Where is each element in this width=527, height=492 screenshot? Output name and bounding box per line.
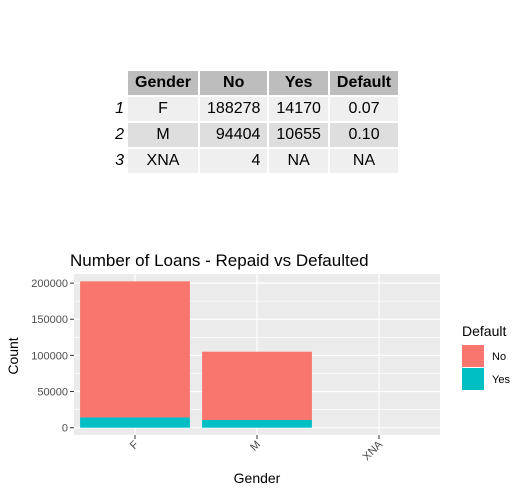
bar-no-f xyxy=(80,281,190,418)
cell-no: 188278 xyxy=(200,97,268,121)
legend: Default No Yes xyxy=(462,323,510,390)
cell-default: 0.07 xyxy=(329,97,399,121)
bar-yes-f xyxy=(80,417,190,428)
x-tick-label: F xyxy=(128,438,141,451)
cell-default: NA xyxy=(329,149,399,173)
bar-no-m xyxy=(202,351,312,420)
y-axis: 0 50000 100000 150000 200000 xyxy=(31,278,74,435)
cell-gender: M xyxy=(128,123,199,147)
cell-yes: 14170 xyxy=(269,97,328,121)
y-tick-label: 100000 xyxy=(31,350,68,362)
column-header-gender: Gender xyxy=(128,71,199,95)
summary-table: Gender No Yes Default 1 F 188278 14170 0… xyxy=(110,69,400,175)
row-name: 3 xyxy=(115,152,124,169)
bars xyxy=(80,281,434,428)
cell-no: 94404 xyxy=(200,123,268,147)
y-tick-label: 150000 xyxy=(31,314,68,326)
x-axis-label: Gender xyxy=(234,470,281,486)
cell-gender: XNA xyxy=(128,149,199,173)
table-row: 2 M 94404 10655 0.10 xyxy=(112,123,399,147)
table-header-row: Gender No Yes Default xyxy=(112,71,399,95)
y-tick-label: 200000 xyxy=(31,278,68,290)
legend-label-no: No xyxy=(492,351,506,363)
row-name: 1 xyxy=(115,100,124,117)
table-row: 1 F 188278 14170 0.07 xyxy=(112,97,399,121)
legend-title: Default xyxy=(462,323,506,339)
cell-yes: NA xyxy=(269,149,328,173)
column-header-default: Default xyxy=(329,71,399,95)
column-header-yes: Yes xyxy=(269,71,328,95)
row-name: 2 xyxy=(115,126,124,143)
legend-key-no xyxy=(462,345,484,367)
chart-title: Number of Loans - Repaid vs Defaulted xyxy=(70,251,369,270)
y-tick-label: 0 xyxy=(62,423,68,435)
column-header-no: No xyxy=(200,71,268,95)
x-axis: F M XNA xyxy=(128,435,386,463)
x-tick-label: M xyxy=(248,439,263,454)
legend-label-yes: Yes xyxy=(492,374,510,386)
cell-gender: F xyxy=(128,97,199,121)
legend-key-yes xyxy=(462,368,484,390)
table-row: 3 XNA 4 NA NA xyxy=(112,149,399,173)
y-tick-label: 50000 xyxy=(37,387,68,399)
cell-default: 0.10 xyxy=(329,123,399,147)
y-axis-label: Count xyxy=(5,337,21,374)
bar-yes-m xyxy=(202,419,312,428)
x-tick-label: XNA xyxy=(361,438,386,463)
cell-yes: 10655 xyxy=(269,123,328,147)
cell-no: 4 xyxy=(200,149,268,173)
